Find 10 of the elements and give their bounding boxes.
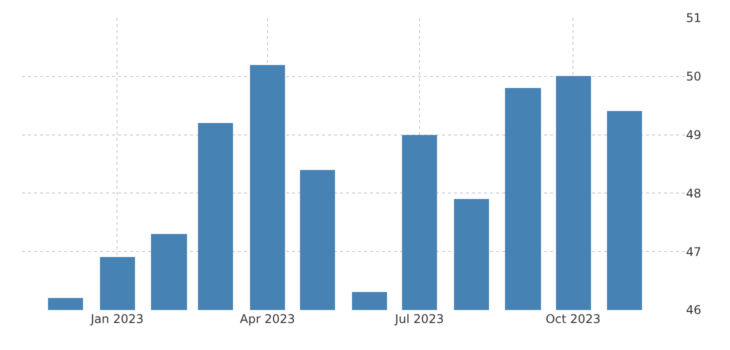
y-tick-label: 48	[686, 186, 702, 200]
y-tick-label: 46	[686, 303, 702, 318]
x-tick-label: Oct 2023	[546, 312, 601, 326]
x-tick-label: Jul 2023	[394, 312, 444, 326]
y-tick-label: 50	[686, 70, 702, 84]
y-tick-label: 47	[686, 244, 702, 259]
x-tick-label: Jan 2023	[90, 312, 144, 326]
y-tick-label: 51	[686, 11, 702, 26]
y-tick-label: 49	[686, 128, 702, 142]
x-tick-label: Apr 2023	[240, 312, 296, 326]
